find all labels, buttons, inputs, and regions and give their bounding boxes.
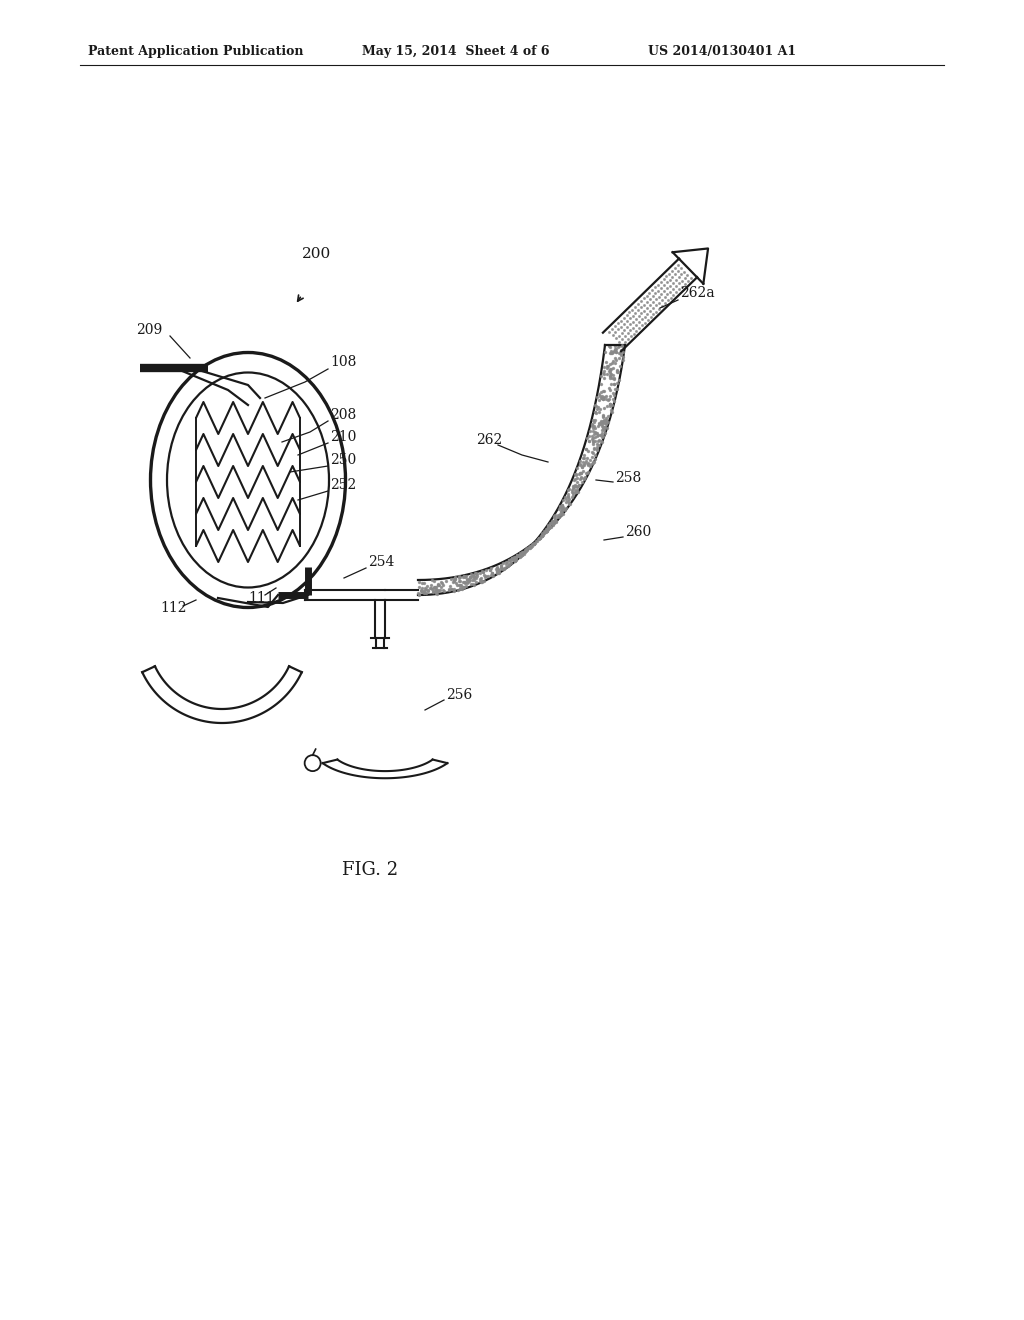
Text: 200: 200 — [302, 247, 331, 261]
Text: 252: 252 — [330, 478, 356, 492]
Text: May 15, 2014  Sheet 4 of 6: May 15, 2014 Sheet 4 of 6 — [362, 45, 550, 58]
Text: 256: 256 — [446, 688, 472, 702]
Text: 254: 254 — [368, 554, 394, 569]
Text: 260: 260 — [625, 525, 651, 539]
Text: 210: 210 — [330, 430, 356, 444]
Text: 112: 112 — [160, 601, 186, 615]
Text: 108: 108 — [330, 355, 356, 370]
Text: FIG. 2: FIG. 2 — [342, 861, 398, 879]
Text: 111: 111 — [248, 591, 274, 605]
Text: 262: 262 — [476, 433, 502, 447]
Text: 209: 209 — [136, 323, 162, 337]
Text: 258: 258 — [615, 471, 641, 484]
Text: Patent Application Publication: Patent Application Publication — [88, 45, 303, 58]
Text: 262a: 262a — [680, 286, 715, 300]
Text: 250: 250 — [330, 453, 356, 467]
Text: US 2014/0130401 A1: US 2014/0130401 A1 — [648, 45, 796, 58]
Text: 208: 208 — [330, 408, 356, 422]
